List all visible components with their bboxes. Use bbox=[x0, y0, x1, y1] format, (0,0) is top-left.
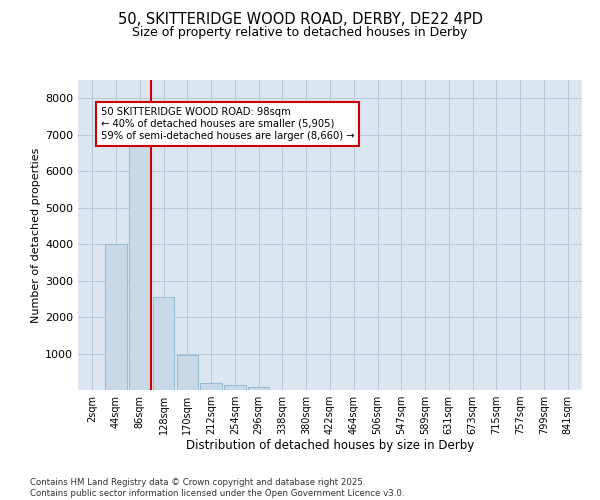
X-axis label: Distribution of detached houses by size in Derby: Distribution of detached houses by size … bbox=[186, 438, 474, 452]
Text: 50, SKITTERIDGE WOOD ROAD, DERBY, DE22 4PD: 50, SKITTERIDGE WOOD ROAD, DERBY, DE22 4… bbox=[118, 12, 482, 28]
Text: Size of property relative to detached houses in Derby: Size of property relative to detached ho… bbox=[133, 26, 467, 39]
Bar bbox=[153, 297, 174, 390]
Bar bbox=[176, 356, 198, 390]
Bar bbox=[224, 386, 245, 390]
Bar bbox=[248, 387, 269, 390]
Bar bbox=[106, 244, 127, 390]
Text: Contains HM Land Registry data © Crown copyright and database right 2025.
Contai: Contains HM Land Registry data © Crown c… bbox=[30, 478, 404, 498]
Bar bbox=[200, 382, 222, 390]
Text: 50 SKITTERIDGE WOOD ROAD: 98sqm
← 40% of detached houses are smaller (5,905)
59%: 50 SKITTERIDGE WOOD ROAD: 98sqm ← 40% of… bbox=[101, 108, 354, 140]
Y-axis label: Number of detached properties: Number of detached properties bbox=[31, 148, 41, 322]
Bar bbox=[129, 116, 151, 390]
